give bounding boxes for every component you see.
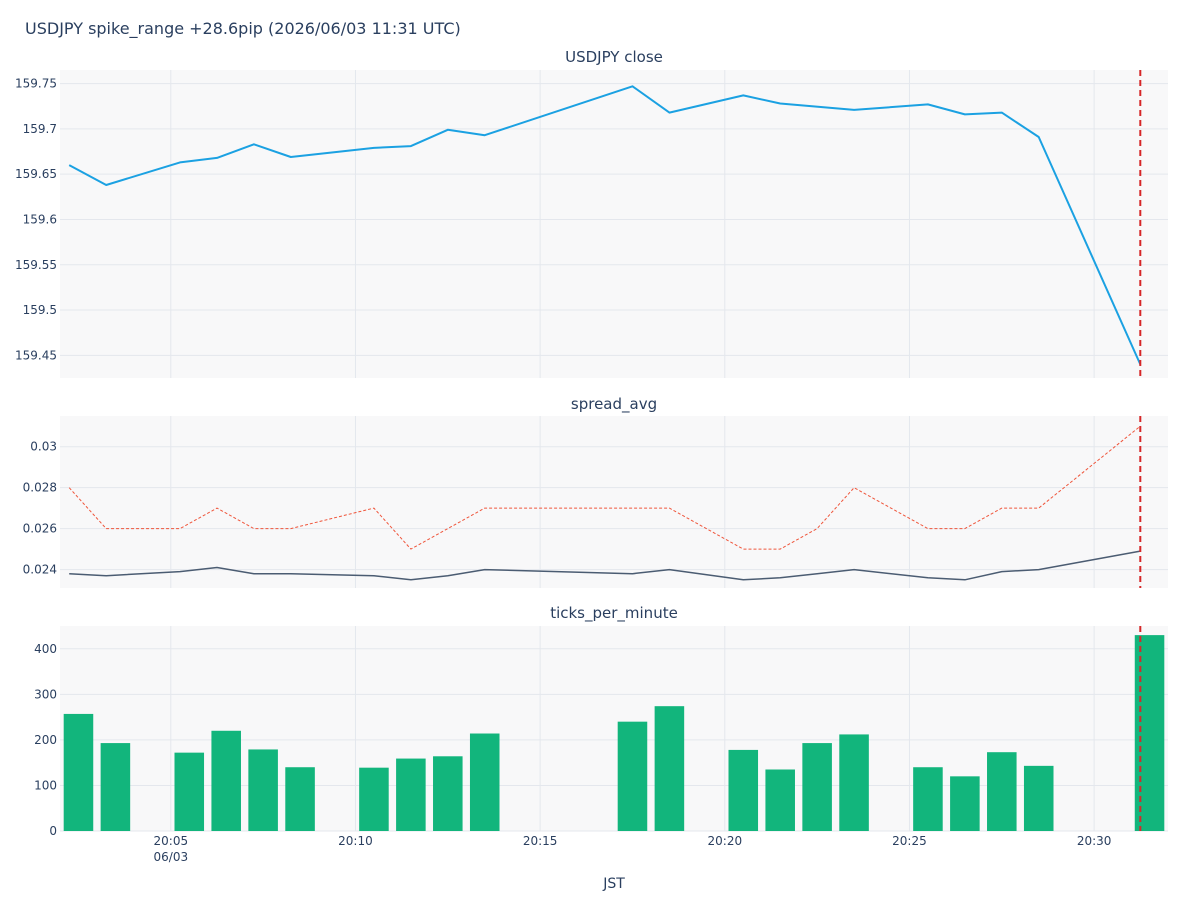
y-tick-label: 159.7 [23, 122, 57, 136]
panel-3: 0 100 200 300 400 ticks_per_minute [34, 604, 1168, 838]
bar [1134, 635, 1165, 831]
bar [1023, 765, 1054, 831]
x-tick-label: 20:20 [708, 834, 743, 848]
bar [654, 706, 685, 831]
bar [913, 767, 943, 831]
subplot-title: spread_avg [571, 395, 657, 414]
series-line-1 [69, 550, 1141, 581]
y-tick-label: 0 [49, 824, 57, 838]
subplot-title: ticks_per_minute [550, 604, 678, 623]
x-tick-label: 20:30 [1077, 834, 1112, 848]
bar [211, 730, 241, 831]
bar [728, 749, 759, 831]
bar [433, 756, 463, 831]
y-tick-label: 159.65 [15, 167, 57, 181]
plot-background [60, 70, 1168, 378]
y-tick-label: 0.028 [23, 481, 57, 495]
y-tick-label: 159.5 [23, 303, 57, 317]
bar [469, 733, 500, 831]
y-tick-label: 159.6 [23, 212, 57, 226]
x-tick-sublabel: 06/03 [154, 850, 189, 864]
figure-title: USDJPY spike_range +28.6pip (2026/06/03 … [25, 19, 461, 38]
x-tick-label: 20:05 [154, 834, 189, 848]
plot-background [60, 416, 1168, 588]
y-tick-label: 200 [34, 733, 57, 747]
bar [100, 743, 131, 831]
bar [174, 752, 205, 831]
plot-background [60, 626, 1168, 831]
y-tick-label: 159.55 [15, 258, 57, 272]
y-tick-label: 0.026 [23, 522, 57, 536]
x-axis-title: JST [602, 876, 625, 892]
x-tick-label: 20:25 [892, 834, 927, 848]
bar [248, 749, 278, 831]
x-axis: 20:05 06/03 20:10 20:15 20:20 20:25 20:30 JST [154, 834, 1112, 892]
bar [950, 776, 980, 831]
y-tick-label: 100 [34, 778, 57, 792]
x-tick-label: 20:10 [338, 834, 373, 848]
y-tick-label: 159.75 [15, 77, 57, 91]
bar [765, 769, 795, 831]
bar [285, 767, 315, 831]
x-tick-label: 20:15 [523, 834, 558, 848]
y-tick-label: 300 [34, 687, 57, 701]
series-line-1 [68, 85, 1142, 365]
bar [617, 721, 648, 831]
bar [396, 758, 426, 831]
y-tick-label: 0.024 [23, 563, 57, 577]
y-tick-label: 400 [34, 642, 57, 656]
bar [802, 743, 832, 831]
subplot-title: USDJPY close [565, 48, 663, 66]
panel-2: 0.024 0.026 0.028 0.03 spread_avg [23, 395, 1168, 588]
bar [63, 713, 94, 831]
panel-1: 159.45 159.5 159.55 159.6 159.65 159.7 159.75 U… [15, 48, 1168, 378]
bar [839, 734, 869, 831]
y-tick-label: 159.45 [15, 348, 57, 362]
y-tick-label: 0.03 [30, 440, 57, 454]
bar [987, 752, 1017, 831]
bar [359, 767, 389, 831]
series-line-2 [68, 425, 1141, 550]
